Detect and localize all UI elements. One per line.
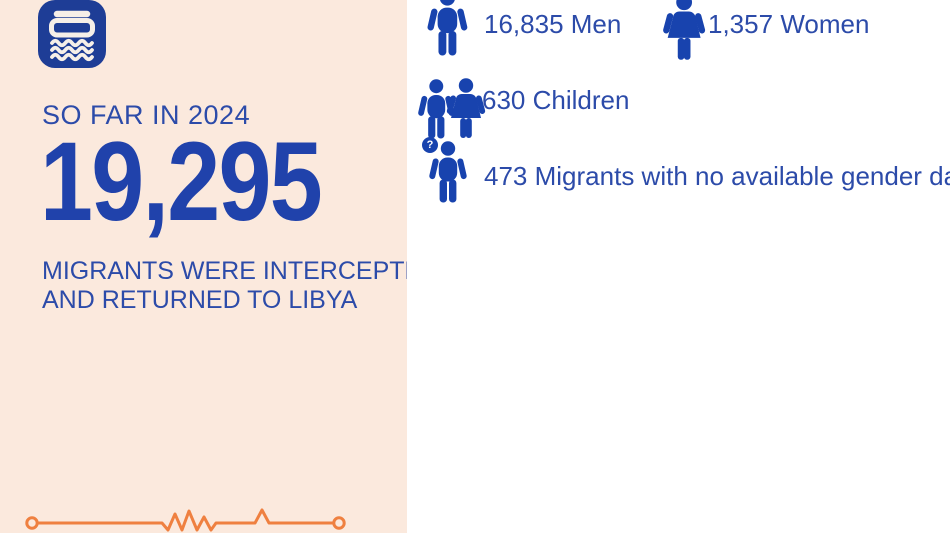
heartbeat-pulse-line-icon <box>25 508 346 532</box>
boat-on-waves-icon <box>49 10 95 62</box>
stat-unknown-value: 473 <box>484 161 528 191</box>
question-mark-badge-icon: ? <box>422 137 438 153</box>
total-intercepted-count: 19,295 <box>40 119 323 244</box>
caption-line-2: AND RETURNED TO LIBYA <box>42 286 358 314</box>
boat-icon <box>38 0 106 68</box>
stat-men-label: Men <box>570 9 622 39</box>
stat-women-label: Women <box>780 9 870 39</box>
stat-children: 630 Children <box>482 84 629 116</box>
kicker-so-far-in-2024: SO FAR IN 2024 <box>42 100 251 130</box>
stat-men: 16,835 Men <box>484 8 621 40</box>
stat-women-value: 1,357 <box>708 9 774 39</box>
caption-line-1: MIGRANTS WERE INTERCEPTED <box>42 257 440 285</box>
stat-unknown-gender: 473 Migrants with no available gender da… <box>484 160 950 192</box>
stat-children-label: Children <box>532 85 630 115</box>
stat-women: 1,357 Women <box>708 8 869 40</box>
woman-icon <box>660 0 708 62</box>
total-caption: MIGRANTS WERE INTERCEPTED AND RETURNED T… <box>42 257 439 315</box>
stats-panel: 16,835 Men 1,357 Women 630 Children ? 47… <box>407 0 950 533</box>
man-icon <box>424 0 471 56</box>
stat-unknown-label: Migrants with no available gender data <box>534 161 950 191</box>
summary-panel: SO FAR IN 2024 19,295 MIGRANTS WERE INTE… <box>0 0 439 533</box>
stat-men-value: 16,835 <box>484 9 564 39</box>
stat-children-value: 630 <box>482 85 526 115</box>
